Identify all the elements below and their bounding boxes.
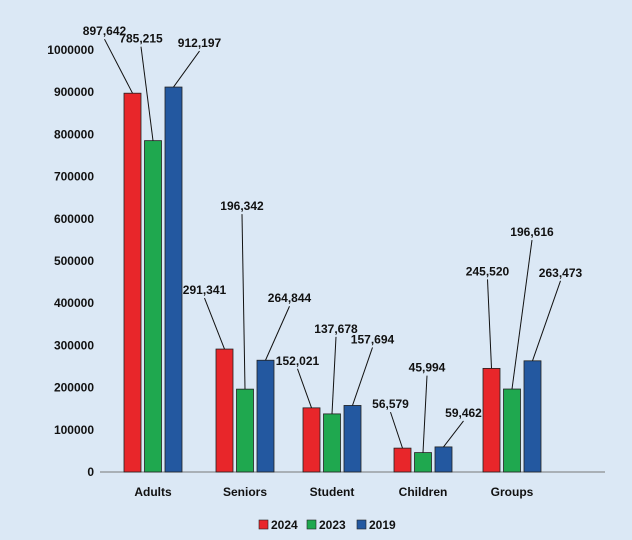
data-label: 263,473 [539,266,583,280]
data-label: 264,844 [268,291,312,305]
y-tick-label: 500000 [54,254,94,268]
category-labels: Adults Seniors Student Children Groups [134,485,533,499]
legend-label: 2019 [369,518,396,532]
bar-2024-groups [482,367,501,473]
y-tick-label: 700000 [54,170,94,184]
leader-line [104,38,133,94]
leader-line [390,411,403,449]
data-label: 137,678 [314,322,358,336]
leader-line [140,46,154,141]
leader-line [297,368,312,409]
legend-label: 2024 [271,518,298,532]
leader-line [532,280,561,361]
data-label: 785,215 [119,32,163,46]
bar-2023-student [323,413,341,473]
legend-swatch-2024 [258,519,269,530]
y-tick-label: 1000000 [47,43,94,57]
data-label: 912,197 [178,36,222,50]
legend-label: 2023 [319,518,346,532]
legend-swatch-2023 [306,519,317,530]
bar-2023-children [414,452,432,473]
data-label: 152,021 [276,354,320,368]
legend: 2024 2023 2019 [258,518,396,532]
leader-line [204,297,225,350]
x-tick-label: Student [310,485,355,499]
leader-line [241,214,246,390]
bars [123,86,542,473]
y-tick-label: 200000 [54,381,94,395]
y-tick-label: 0 [87,465,94,479]
y-tick-label: 600000 [54,212,94,226]
data-labels: 897,642 291,341 152,021 56,579 245,520 785,21… [83,24,583,453]
data-label: 196,616 [510,225,554,239]
leader-line [331,336,337,414]
data-label: 245,520 [466,264,510,278]
leader-line [443,420,464,448]
y-tick-label: 100000 [54,423,94,437]
bar-2019-groups [523,360,542,473]
data-label: 291,341 [183,283,227,297]
x-tick-label: Groups [491,485,534,499]
y-axis: 0 100000 200000 300000 400000 500000 600000 700… [47,43,605,479]
bar-2024-seniors [215,348,234,473]
data-label: 196,342 [220,199,264,213]
leader-line [487,279,492,369]
y-tick-label: 400000 [54,296,94,310]
legend-swatch-2019 [356,519,367,530]
bar-2023-adults [144,140,162,473]
bar-2024-adults [123,92,142,473]
bar-2019-student [343,405,362,473]
data-label: 56,579 [372,397,409,411]
bar-2019-children [434,446,453,473]
data-label: 157,694 [351,332,395,346]
x-tick-label: Children [399,485,448,499]
y-tick-label: 300000 [54,338,94,352]
leader-line [265,306,290,361]
x-tick-label: Seniors [223,485,267,499]
bar-2024-children [393,447,412,473]
y-tick-label: 900000 [54,85,94,99]
y-tick-label: 800000 [54,127,94,141]
data-label: 59,462 [445,406,482,420]
data-label: 45,994 [409,361,446,375]
bar-2023-seniors [236,388,254,473]
bar-2019-adults [164,86,183,473]
leader-line [511,239,533,390]
leader-line [352,347,373,406]
bar-2023-groups [503,388,521,473]
leader-line [173,50,200,88]
data-label: 897,642 [83,24,127,38]
leader-line [422,375,428,453]
bar-2024-student [302,407,321,473]
x-tick-label: Adults [134,485,172,499]
bar-2019-seniors [256,359,275,473]
